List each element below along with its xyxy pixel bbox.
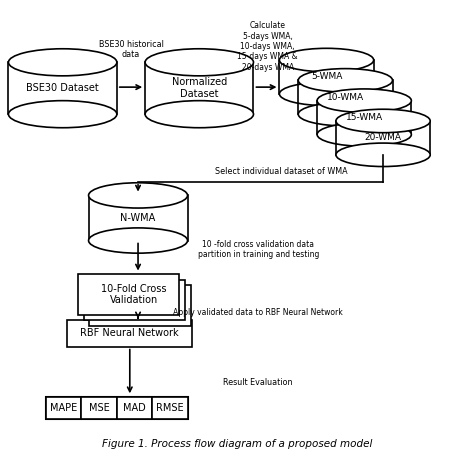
Bar xyxy=(89,285,191,326)
Text: Select individual dataset of WMA: Select individual dataset of WMA xyxy=(216,167,348,176)
Bar xyxy=(67,320,192,346)
Text: N-WMA: N-WMA xyxy=(120,213,155,223)
Ellipse shape xyxy=(298,69,392,92)
Ellipse shape xyxy=(89,183,188,208)
Ellipse shape xyxy=(317,123,411,146)
Ellipse shape xyxy=(9,101,117,128)
Text: 5-WMA: 5-WMA xyxy=(311,73,342,81)
Bar xyxy=(145,62,254,114)
Text: 10 -fold cross validation data
partition in training and testing: 10 -fold cross validation data partition… xyxy=(198,240,319,259)
Text: Calculate
5-days WMA,
10-days WMA,
15-days WMA &
20-days WMA: Calculate 5-days WMA, 10-days WMA, 15-da… xyxy=(237,21,298,72)
Text: 10-WMA: 10-WMA xyxy=(327,93,364,102)
Ellipse shape xyxy=(279,82,374,106)
Ellipse shape xyxy=(89,228,188,253)
Text: MAD: MAD xyxy=(123,403,146,413)
Bar xyxy=(298,80,392,114)
Ellipse shape xyxy=(336,143,430,167)
Text: 20-WMA: 20-WMA xyxy=(365,133,401,143)
Bar xyxy=(279,60,374,94)
Text: Result Evaluation: Result Evaluation xyxy=(223,378,293,387)
Bar xyxy=(9,62,117,114)
Bar xyxy=(83,280,185,321)
Text: BSE30 historical
data: BSE30 historical data xyxy=(99,40,164,59)
Ellipse shape xyxy=(279,48,374,72)
Text: Normalized
Dataset: Normalized Dataset xyxy=(172,78,227,99)
Bar xyxy=(89,195,188,241)
Text: MSE: MSE xyxy=(89,403,109,413)
Text: Figure 1. Process flow diagram of a proposed model: Figure 1. Process flow diagram of a prop… xyxy=(102,439,372,449)
Bar xyxy=(78,274,179,315)
Bar xyxy=(82,397,117,419)
Bar xyxy=(46,397,188,419)
Ellipse shape xyxy=(9,49,117,76)
Text: RMSE: RMSE xyxy=(156,403,183,413)
Bar xyxy=(152,397,188,419)
Ellipse shape xyxy=(336,109,430,133)
Ellipse shape xyxy=(317,89,411,113)
Ellipse shape xyxy=(145,49,254,76)
Bar xyxy=(336,121,430,155)
Text: RBF Neural Network: RBF Neural Network xyxy=(81,328,179,338)
Text: Apply validated data to RBF Neural Network: Apply validated data to RBF Neural Netwo… xyxy=(173,308,343,317)
Ellipse shape xyxy=(298,103,392,126)
Ellipse shape xyxy=(145,101,254,128)
Bar xyxy=(317,101,411,134)
Text: 15-WMA: 15-WMA xyxy=(346,113,383,122)
Text: 10-Fold Cross
Validation: 10-Fold Cross Validation xyxy=(101,284,166,306)
Bar xyxy=(46,397,82,419)
Text: BSE30 Dataset: BSE30 Dataset xyxy=(26,83,99,93)
Bar xyxy=(117,397,152,419)
Text: MAPE: MAPE xyxy=(50,403,77,413)
